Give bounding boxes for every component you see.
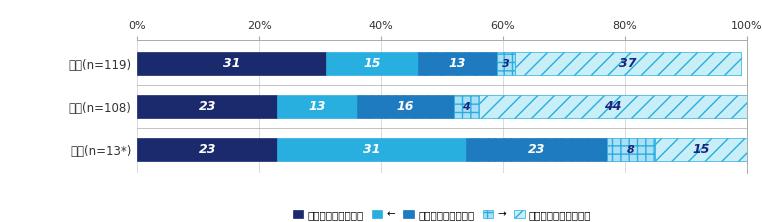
Text: 13: 13 (309, 100, 325, 113)
Text: 3: 3 (502, 59, 510, 69)
Text: 4: 4 (463, 101, 470, 112)
Text: 13: 13 (449, 57, 466, 70)
Bar (497, 52, 515, 75)
Bar (655, 138, 747, 161)
Text: 23: 23 (199, 100, 216, 113)
Text: 15: 15 (693, 143, 709, 156)
Bar (277, 95, 357, 118)
Bar (357, 95, 454, 118)
Text: 15: 15 (363, 57, 380, 70)
Text: 23: 23 (528, 143, 545, 156)
Text: 31: 31 (363, 143, 380, 156)
Text: 23: 23 (199, 143, 216, 156)
Text: 16: 16 (397, 100, 414, 113)
Bar (277, 138, 466, 161)
Legend: 事件と関係している, ←, どちらともいえない, →, 事件と全く関係がない: 事件と関係している, ←, どちらともいえない, →, 事件と全く関係がない (289, 206, 595, 222)
Bar (326, 52, 418, 75)
Bar (454, 95, 479, 118)
Text: 8: 8 (627, 145, 635, 155)
Bar (515, 52, 741, 75)
Text: 31: 31 (223, 57, 240, 70)
Bar (466, 138, 607, 161)
Bar (607, 138, 655, 161)
Bar (418, 52, 497, 75)
Bar (137, 138, 277, 161)
Text: 37: 37 (620, 57, 636, 70)
Bar (137, 52, 326, 75)
Bar (137, 95, 277, 118)
Bar (479, 95, 747, 118)
Text: 44: 44 (604, 100, 621, 113)
